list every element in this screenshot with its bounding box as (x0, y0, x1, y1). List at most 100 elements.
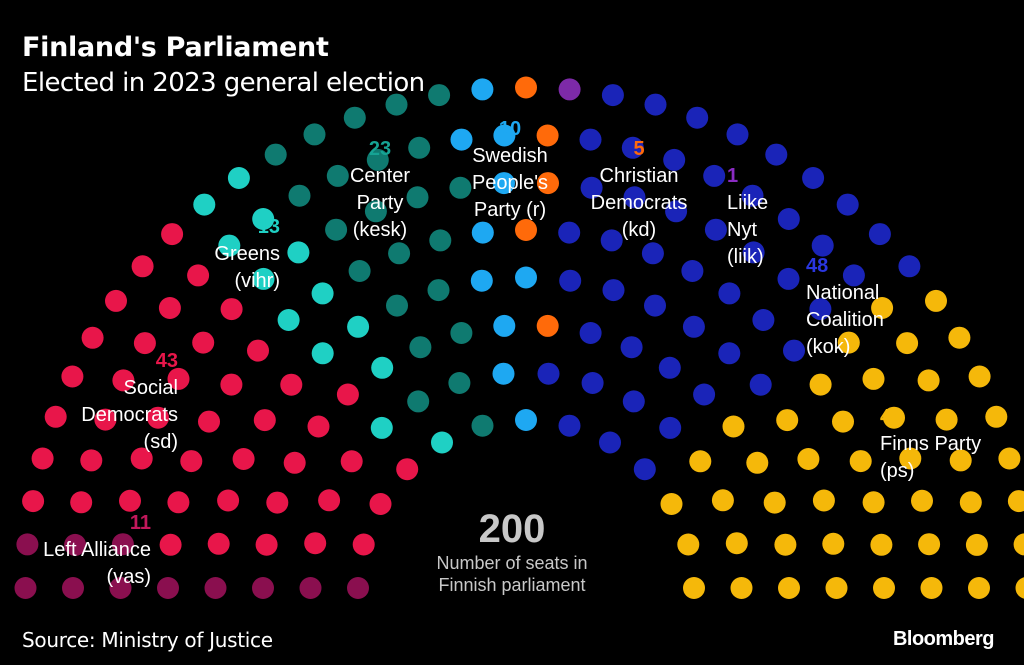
seat-kok (718, 282, 741, 305)
seat-sd (247, 339, 269, 362)
seat-ps (689, 450, 712, 473)
seat-kok (811, 234, 834, 257)
seat-kesk (386, 294, 408, 317)
seat-kesk (409, 336, 432, 359)
seat-sd (80, 449, 103, 472)
label-vas-name: Left Alliance (vas) (43, 539, 151, 588)
seat-kok (621, 136, 644, 159)
label-vas: 11 Left Alliance (vas) (20, 510, 151, 591)
seat-kok (783, 339, 805, 362)
seat-ps (965, 533, 988, 556)
seat-kesk (348, 260, 371, 282)
seat-kok (718, 342, 741, 365)
seat-kok (600, 229, 623, 252)
seat-vihr (431, 431, 453, 454)
seat-vihr (347, 315, 370, 338)
seat-sd (133, 332, 156, 355)
seat-vas (347, 577, 369, 599)
seat-ps (998, 447, 1021, 470)
seat-ps (730, 577, 753, 599)
seat-vas (62, 577, 84, 599)
seat-sd (220, 298, 243, 321)
seat-ps (985, 405, 1008, 428)
seat-kok (644, 93, 667, 116)
seat-kok (663, 148, 686, 171)
seat-sd (369, 493, 392, 515)
label-sd-name: Social Democrats (sd) (81, 377, 178, 453)
seat-ps (959, 491, 982, 514)
seat-kd (536, 124, 559, 147)
seat-vihr (252, 267, 275, 290)
seat-sd (187, 264, 210, 287)
seat-r (470, 269, 493, 292)
seat-kok (559, 269, 582, 292)
seat-kok (581, 372, 604, 394)
seat-ps (968, 577, 990, 599)
seat-ps (774, 533, 797, 556)
seat-vihr (371, 356, 394, 379)
seat-kok (580, 176, 603, 199)
seat-kok (558, 414, 581, 437)
seat-ps (896, 332, 919, 355)
seat-sd (217, 489, 240, 512)
seat-sd (336, 383, 359, 406)
seat-r (450, 128, 473, 151)
seat-kesk (264, 143, 287, 166)
seat-sd (22, 490, 45, 513)
seat-sd (159, 533, 182, 556)
seat-kok (765, 143, 788, 166)
seat-vihr (277, 309, 300, 331)
seat-ps (948, 326, 971, 349)
seat-ps (911, 489, 933, 512)
seat-r (471, 78, 494, 101)
seat-kok (644, 294, 666, 317)
seat-kok (898, 255, 921, 278)
seat-kesk (343, 106, 366, 129)
seat-ps (825, 577, 848, 599)
seat-liik (558, 78, 581, 101)
label-liik-name: Liike Nyt (liik) (727, 192, 769, 268)
seat-kesk (325, 218, 348, 241)
seat-kok (749, 373, 772, 396)
seat-kok (704, 218, 727, 241)
seat-kesk (471, 414, 494, 437)
seat-sd (147, 406, 169, 429)
seat-kesk (449, 176, 472, 199)
label-kok: 48 National Coalition (kok) (806, 253, 926, 361)
seat-kd (536, 314, 559, 337)
label-sd: 43 Social Democrats (sd) (40, 348, 178, 456)
label-ps-name: Finns Party (ps) (880, 433, 982, 482)
label-kok-name: National Coalition (kok) (806, 282, 884, 358)
seat-kok (842, 264, 865, 287)
seat-kok (703, 164, 726, 187)
seat-kesk (303, 123, 326, 146)
seat-sd (112, 369, 135, 392)
seat-ps (746, 451, 769, 474)
seat-kok (633, 458, 656, 481)
label-vihr: 13 Greens (vihr) (180, 214, 280, 295)
seat-vihr (193, 193, 216, 216)
seat-kd (515, 76, 537, 99)
seat-ps (925, 289, 947, 312)
label-sd-seats: 43 (155, 350, 178, 372)
seat-kok (602, 279, 625, 302)
seat-sd (352, 533, 375, 556)
seat-ps (725, 532, 748, 555)
seat-kok (641, 242, 664, 265)
seat-ps (920, 577, 943, 599)
seat-kok (693, 383, 716, 406)
seat-kok (579, 128, 602, 151)
seat-ps (873, 577, 895, 599)
seat-ps (949, 449, 972, 472)
label-ps-seats: 46 (880, 406, 903, 428)
seat-ps (776, 409, 799, 432)
seat-ps (862, 491, 885, 514)
seat-sd (198, 410, 220, 433)
seat-kesk (366, 148, 389, 171)
seat-kok (741, 184, 764, 207)
seat-sd (340, 450, 363, 473)
seat-sd (70, 491, 93, 514)
seat-ps (917, 369, 940, 392)
seat-r (493, 314, 516, 337)
seat-kesk (448, 372, 471, 394)
